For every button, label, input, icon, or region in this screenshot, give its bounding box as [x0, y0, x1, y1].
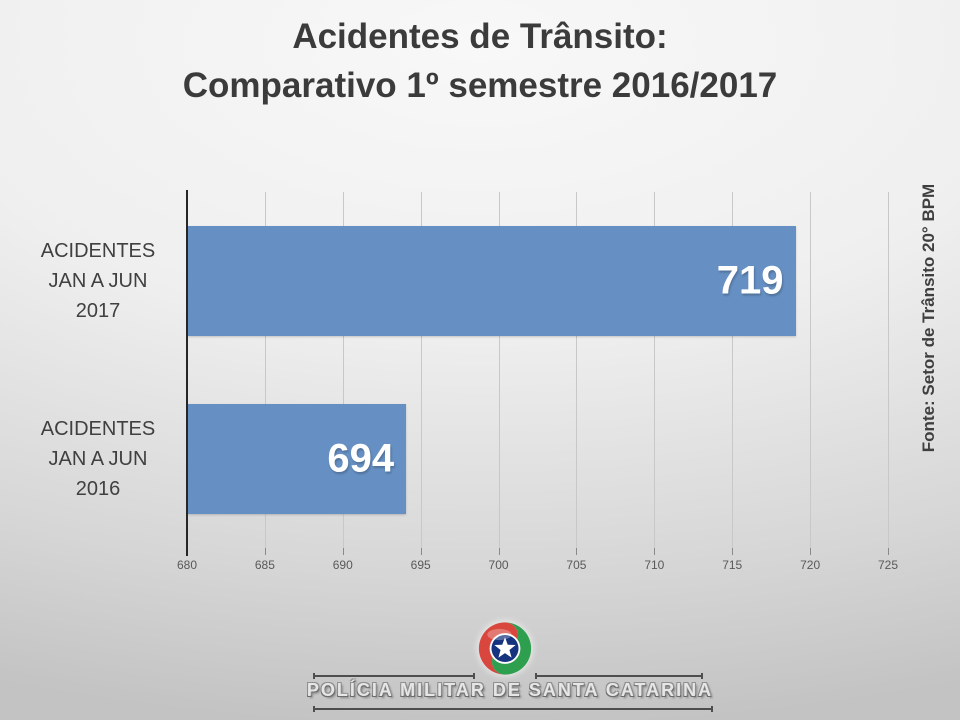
x-axis-tick-mark — [810, 548, 812, 555]
x-axis-tick-mark — [888, 548, 889, 555]
chart-title-line-2: Comparativo 1º semestre 2016/2017 — [182, 66, 778, 105]
gridline — [264, 192, 266, 548]
x-axis-tick-label: 725 — [877, 558, 899, 572]
bar-value-label: 719 — [716, 258, 784, 303]
source-note: Fonte: Setor de Trânsito 20° BPM — [919, 183, 938, 453]
x-axis: 680 685 690 695 700 705 710 715 720 725 — [177, 548, 898, 584]
category-label: ACIDENTES JAN A JUN 2017 — [16, 236, 180, 326]
x-axis-tick-mark — [732, 548, 734, 555]
gridline — [420, 192, 422, 548]
x-axis-tick-label: 715 — [722, 558, 743, 572]
plot-area: 719 694 680 685 690 695 700 705 710 715 720 725 — [177, 192, 898, 572]
y-axis-line — [186, 190, 188, 556]
gridline — [498, 192, 500, 548]
banner-rule-top-left — [313, 673, 475, 679]
category-label-line: ACIDENTES — [40, 418, 156, 440]
x-axis-tick-label: 680 — [176, 558, 198, 572]
pmsc-star-emblem-icon — [478, 622, 532, 675]
gridline — [888, 192, 889, 548]
x-axis-tick-mark — [342, 548, 344, 555]
x-axis-tick-mark — [264, 548, 266, 555]
x-axis-tick-label: 720 — [800, 558, 821, 572]
chart-title-line-1: Acidentes de Trânsito: — [292, 17, 668, 56]
x-axis-tick-label: 700 — [488, 558, 509, 572]
x-axis-tick-mark — [498, 548, 500, 555]
bar-acidentes-jan-a-jun-2016: 694 — [188, 404, 407, 514]
banner-rule-bottom — [313, 706, 713, 712]
x-axis-tick-label: 710 — [644, 558, 665, 572]
chart-title: Acidentes de Trânsito: Comparativo 1º se… — [0, 12, 960, 110]
banner-rule-top-right — [535, 673, 703, 679]
bars-layer: 719 694 — [187, 192, 888, 548]
org-name-label: POLÍCIA MILITAR DE SANTA CATARINA — [306, 680, 714, 700]
category-label-line: ACIDENTES — [40, 240, 156, 262]
x-axis-tick-mark — [420, 548, 422, 555]
x-axis-tick-mark — [654, 548, 656, 555]
star-icon — [494, 637, 516, 658]
x-axis-tick-label: 695 — [410, 558, 431, 572]
x-axis-tick-label: 690 — [332, 558, 353, 572]
gridline — [810, 192, 812, 548]
category-label-line: 2016 — [75, 478, 121, 500]
bar-value-label: 694 — [327, 436, 395, 481]
gridline — [576, 192, 578, 548]
category-label-line: JAN A JUN — [48, 448, 148, 470]
bar-acidentes-jan-a-jun-2017: 719 — [188, 226, 796, 336]
x-axis-tick-label: 705 — [566, 558, 587, 572]
category-label-line: 2017 — [75, 300, 121, 322]
gridline — [732, 192, 734, 548]
category-label-line: JAN A JUN — [48, 270, 148, 292]
x-axis-tick-mark — [576, 548, 578, 555]
category-label: ACIDENTES JAN A JUN 2016 — [16, 414, 180, 504]
gridline — [654, 192, 656, 548]
x-axis-tick-label: 685 — [254, 558, 275, 572]
gridline — [342, 192, 344, 548]
